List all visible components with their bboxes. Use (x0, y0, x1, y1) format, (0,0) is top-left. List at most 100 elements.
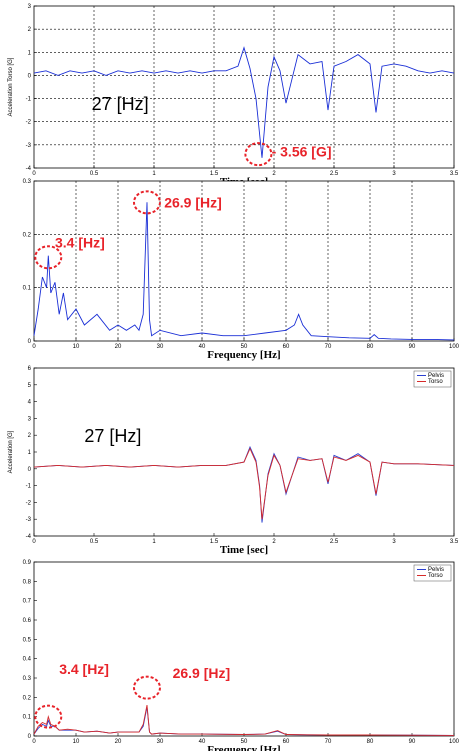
annotation-label: 26.9 [Hz] (164, 195, 222, 211)
annotation-label: 26.9 [Hz] (173, 665, 231, 681)
y-tick-label: 0 (28, 73, 32, 79)
y-tick-label: 0 (28, 734, 32, 740)
y-tick-label: -4 (26, 166, 32, 172)
x-tick-label: 0 (32, 171, 36, 177)
x-tick-label: 90 (409, 739, 416, 745)
y-axis-label: Acceleration Torso [G] (8, 57, 14, 116)
x-tick-label: 3 (392, 171, 396, 177)
x-tick-label: 2 (272, 171, 276, 177)
x-tick-label: 1.5 (210, 539, 219, 545)
plot-frame (33, 5, 455, 169)
x-tick-label: 2.5 (330, 539, 339, 545)
x-tick-label: 3.5 (450, 539, 459, 545)
y-tick-label: -2 (26, 500, 32, 506)
x-tick-label: 1.5 (210, 171, 219, 177)
annotation-circle (34, 245, 63, 270)
y-tick-label: 0 (28, 467, 32, 473)
y-tick-label: 1 (28, 450, 32, 456)
x-tick-label: 2 (272, 539, 276, 545)
x-tick-label: 60 (283, 344, 290, 350)
y-tick-label: 0.2 (23, 695, 32, 701)
annotation-label: 27 [Hz] (84, 426, 141, 446)
plot-frame (33, 367, 455, 537)
annotation-label: 27 [Hz] (92, 94, 149, 114)
x-tick-label: 0 (32, 344, 36, 350)
y-tick-label: -3 (26, 143, 32, 149)
x-axis-label: Time [sec] (220, 544, 268, 556)
y-tick-label: -1 (26, 484, 32, 490)
annotation-label: 3.4 [Hz] (55, 235, 105, 251)
legend-entry: Torso (428, 573, 443, 579)
annotation-label: 3.4 [Hz] (59, 661, 109, 677)
y-tick-label: 0.1 (23, 715, 32, 721)
legend-entry: Pelvis (428, 373, 444, 379)
y-tick-label: 4 (28, 400, 32, 406)
x-tick-label: 70 (325, 739, 332, 745)
x-tick-label: 40 (199, 344, 206, 350)
y-tick-label: -2 (26, 120, 32, 126)
x-tick-label: 80 (367, 344, 374, 350)
chart-panel4: 0 10 20 30 40 50 60 70 80 90 100 0.9 0.8 0.7 0.6 0.5 0.4… (23, 560, 459, 751)
y-tick-label: 0.5 (23, 637, 32, 643)
x-tick-label: 0.5 (90, 171, 99, 177)
y-tick-label: 0.3 (23, 676, 32, 682)
y-tick-label: 0.6 (23, 618, 32, 624)
y-tick-label: 6 (28, 366, 32, 372)
y-tick-label: 0.9 (23, 560, 32, 566)
x-tick-label: 10 (73, 344, 80, 350)
chart-panel2: 0 10 20 30 40 50 60 70 80 90 100 0.3 0.2 0.1 0 Frequenc… (23, 179, 459, 361)
y-tick-label: -4 (26, 534, 32, 540)
y-tick-label: 0.8 (23, 579, 32, 585)
y-tick-label: 2 (28, 433, 32, 439)
x-tick-label: 90 (409, 344, 416, 350)
x-tick-label: 40 (199, 739, 206, 745)
y-tick-label: 5 (28, 383, 32, 389)
x-tick-label: 20 (115, 344, 122, 350)
x-tick-label: 100 (449, 344, 459, 350)
x-tick-label: 80 (367, 739, 374, 745)
x-tick-label: 60 (283, 739, 290, 745)
x-tick-label: 0 (32, 539, 36, 545)
x-tick-label: 50 (241, 344, 248, 350)
series-line-torso (33, 705, 455, 736)
x-tick-label: 0.5 (90, 539, 99, 545)
annotation-circle (244, 142, 273, 167)
x-tick-label: 30 (157, 739, 164, 745)
y-tick-label: 3 (28, 4, 32, 10)
y-tick-label: 3 (28, 416, 32, 422)
y-tick-label: 0.4 (23, 657, 32, 663)
y-tick-label: 1 (28, 50, 32, 56)
series-line (33, 202, 455, 341)
x-tick-label: 3.5 (450, 171, 459, 177)
series-line (33, 46, 455, 158)
chart-panel3: 0 0.5 1 1.5 2 2.5 3 3.5 6 5 4 3 2 1 0 -1 -2 -3 -4 Time [sec… (8, 366, 459, 556)
x-tick-label: 30 (157, 344, 164, 350)
y-tick-label: 0 (28, 339, 32, 345)
y-tick-label: -3 (26, 517, 32, 523)
legend-entry: Torso (428, 379, 443, 385)
x-tick-label: 1 (152, 171, 156, 177)
y-axis-label: Acceleration [G] (8, 430, 14, 473)
annotation-label: - 3.56 [G] (272, 143, 332, 159)
y-tick-label: 0.2 (23, 232, 32, 238)
x-tick-label: 70 (325, 344, 332, 350)
x-tick-label: 1 (152, 539, 156, 545)
x-tick-label: 10 (73, 739, 80, 745)
series-line-torso (33, 447, 455, 520)
x-tick-label: 2.5 (330, 171, 339, 177)
x-axis-label: Frequency [Hz] (207, 349, 280, 361)
x-tick-label: 20 (115, 739, 122, 745)
legend-entry: Pelvis (428, 567, 444, 573)
y-tick-label: 0.3 (23, 179, 32, 185)
annotation-circle (34, 704, 63, 729)
plot-frame (33, 561, 455, 737)
x-tick-label: 100 (449, 739, 459, 745)
x-tick-label: 50 (241, 739, 248, 745)
annotation-circle (132, 675, 161, 700)
y-tick-label: 2 (28, 27, 32, 33)
y-tick-label: 0.1 (23, 286, 32, 292)
x-axis-label: Frequency [Hz] (207, 744, 280, 751)
x-tick-label: 0 (32, 739, 36, 745)
annotation-circle (132, 190, 161, 215)
